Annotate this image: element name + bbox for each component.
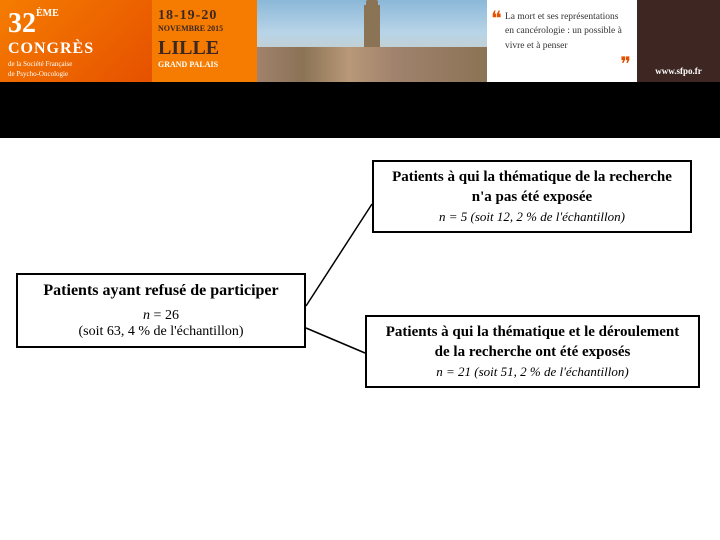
buildings-icon xyxy=(257,47,487,82)
box-refused: Patients ayant refusé de participer n = … xyxy=(16,273,306,348)
banner-photo-block xyxy=(257,0,487,82)
congress-word: CONGRÈS xyxy=(8,40,144,58)
box-exposed-stat: n = 21 (soit 51, 2 % de l'échantillon) xyxy=(377,364,688,380)
line-to-top xyxy=(306,204,372,306)
black-strip xyxy=(0,82,720,138)
banner-dates-block: 18-19-20 NOVEMBRE 2015 LILLE GRAND PALAI… xyxy=(152,0,257,82)
congress-suffix: ÈME xyxy=(36,8,59,19)
banner-quote-text: La mort et ses représentations en cancér… xyxy=(495,10,629,53)
line-to-bottom xyxy=(306,328,365,353)
banner-city: LILLE xyxy=(158,37,251,60)
box-refused-stat: n = 26(soit 63, 4 % de l'échantillon) xyxy=(28,308,294,340)
box-not-exposed: Patients à qui la thématique de la reche… xyxy=(372,160,692,233)
box-exposed: Patients à qui la thématique et le dérou… xyxy=(365,315,700,388)
box-not-exposed-stat: n = 5 (soit 12, 2 % de l'échantillon) xyxy=(384,209,680,225)
box-not-exposed-title: Patients à qui la thématique de la reche… xyxy=(384,168,680,207)
header-banner: 32ÈME CONGRÈS de la Société Française de… xyxy=(0,0,720,82)
banner-url-block: www.sfpo.fr xyxy=(637,0,720,82)
congress-sub1: de la Société Française xyxy=(8,60,144,68)
banner-month: NOVEMBRE 2015 xyxy=(158,24,251,33)
banner-quote-block: ❝ La mort et ses représentations en canc… xyxy=(487,0,637,82)
congress-number: 32 xyxy=(8,8,36,40)
box-refused-title: Patients ayant refusé de participer xyxy=(28,281,294,302)
flow-diagram: Patients à qui la thématique de la reche… xyxy=(0,138,720,538)
banner-venue: GRAND PALAIS xyxy=(158,60,251,69)
banner-dates: 18-19-20 xyxy=(158,8,251,24)
box-exposed-title: Patients à qui la thématique et le dérou… xyxy=(377,323,688,362)
quote-open-icon: ❝ xyxy=(491,4,502,34)
congress-sub2: de Psycho-Oncologie xyxy=(8,70,144,78)
banner-congress-block: 32ÈME CONGRÈS de la Société Française de… xyxy=(0,0,152,82)
quote-close-icon: ❞ xyxy=(620,50,631,80)
banner-url: www.sfpo.fr xyxy=(655,66,702,76)
